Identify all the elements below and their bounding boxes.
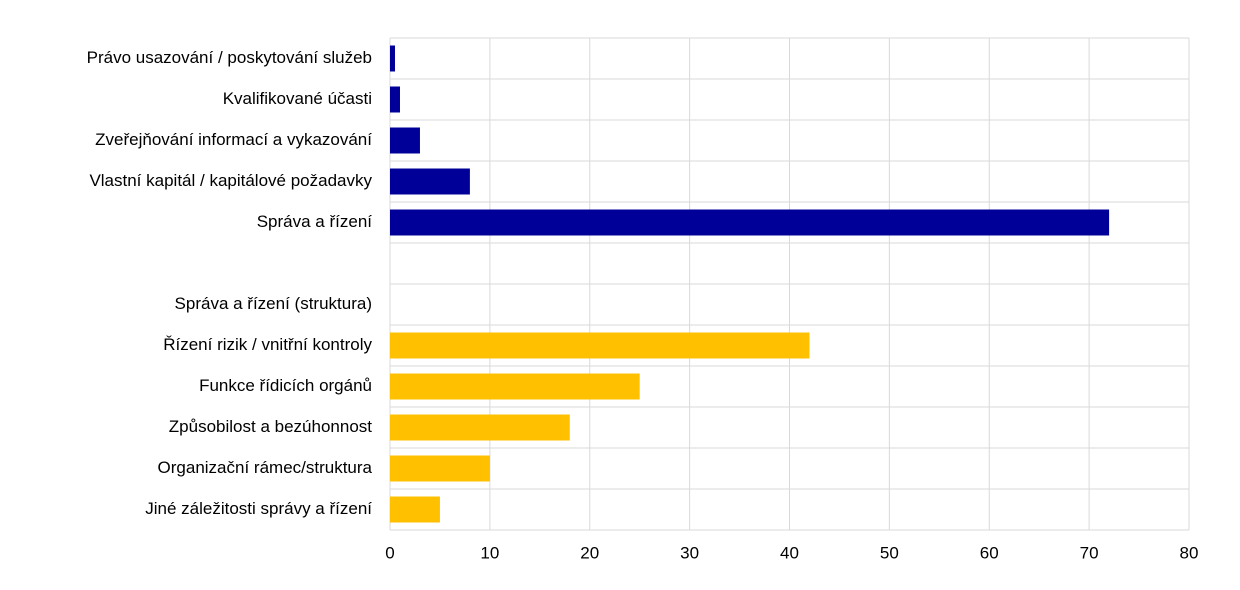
x-tick-label: 50 (880, 543, 899, 562)
bar (390, 332, 810, 359)
bar (390, 127, 420, 154)
x-tick-label: 40 (780, 543, 799, 562)
bar (390, 86, 400, 113)
y-tick-label: Správa a řízení (257, 212, 373, 231)
bar (390, 496, 440, 523)
y-tick-label: Organizační rámec/struktura (158, 458, 373, 477)
x-tick-label: 70 (1080, 543, 1099, 562)
y-tick-label: Jiné záležitosti správy a řízení (145, 499, 372, 518)
bar (390, 455, 490, 482)
y-tick-label: Řízení rizik / vnitřní kontroly (163, 335, 372, 354)
y-tick-label: Kvalifikované účasti (223, 89, 372, 108)
y-tick-label: Správa a řízení (struktura) (175, 294, 372, 313)
x-tick-label: 30 (680, 543, 699, 562)
y-tick-label: Zveřejňování informací a vykazování (95, 130, 372, 149)
y-tick-label: Funkce řídicích orgánů (199, 376, 372, 395)
x-tick-label: 20 (580, 543, 599, 562)
x-tick-label: 60 (980, 543, 999, 562)
x-tick-label: 10 (480, 543, 499, 562)
bar (390, 414, 570, 441)
y-tick-label: Způsobilost a bezúhonnost (169, 417, 372, 436)
x-tick-label: 0 (385, 543, 394, 562)
bar (390, 209, 1110, 236)
x-tick-label: 80 (1180, 543, 1199, 562)
y-tick-label: Právo usazování / poskytování služeb (87, 48, 372, 67)
y-tick-label: Vlastní kapitál / kapitálové požadavky (89, 171, 372, 190)
bar (390, 45, 395, 72)
bar (390, 373, 640, 400)
bar (390, 168, 470, 195)
